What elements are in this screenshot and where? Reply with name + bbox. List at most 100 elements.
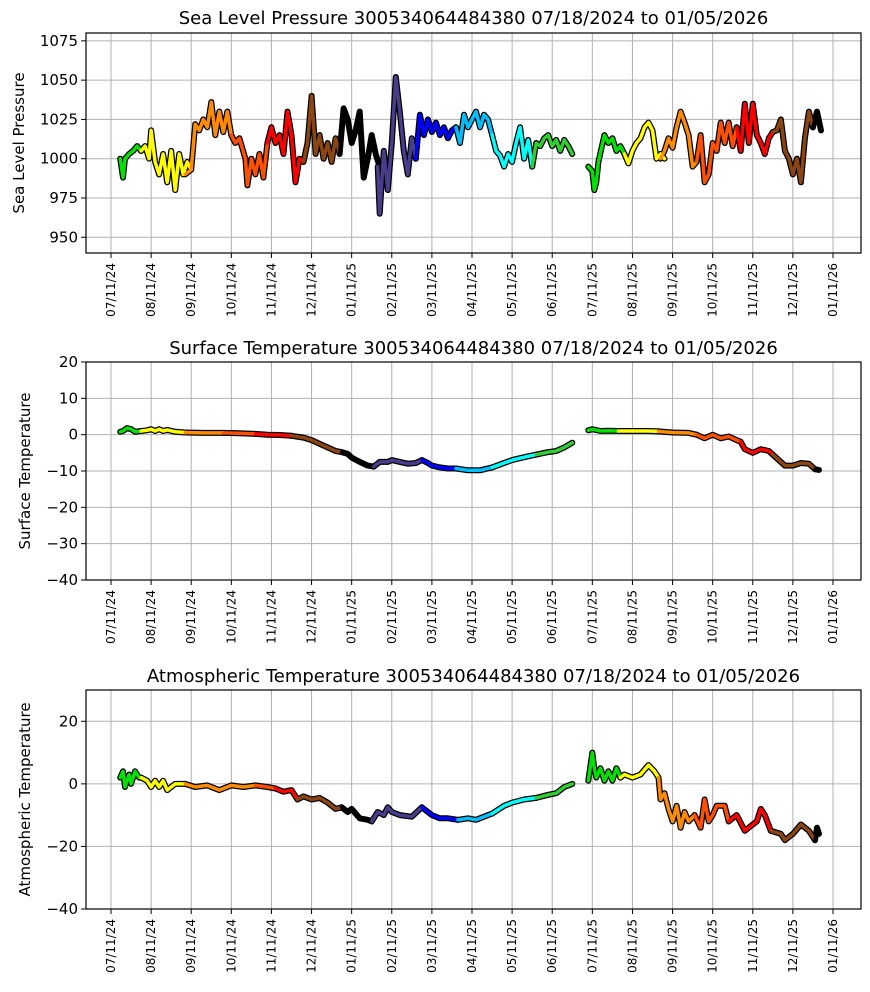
series-line-jan-2026 bbox=[811, 109, 823, 133]
x-tick-label: 06/11/25 bbox=[545, 263, 559, 317]
series-line-oct-2025 bbox=[692, 797, 731, 830]
y-tick-label: 10 bbox=[59, 389, 78, 407]
x-tick-label: 04/11/25 bbox=[465, 919, 479, 973]
series-line-mar-2025 bbox=[420, 458, 458, 471]
x-tick-label: 02/11/25 bbox=[385, 590, 399, 644]
series-line-dec-2024 bbox=[301, 94, 342, 164]
series-line-aug-2024 bbox=[139, 427, 187, 435]
x-tick-label: 12/11/25 bbox=[786, 919, 800, 973]
series-line-may-2025 bbox=[490, 125, 534, 169]
series-line-aug-2025 bbox=[618, 763, 661, 780]
series-line-oct-2024 bbox=[253, 783, 278, 791]
x-tick-label: 03/11/25 bbox=[425, 590, 439, 644]
x-tick-label: 02/11/25 bbox=[385, 263, 399, 317]
y-tick-label: 1075 bbox=[40, 32, 78, 50]
series-line-may-2025 bbox=[490, 452, 538, 470]
x-tick-label: 08/11/24 bbox=[144, 919, 158, 973]
series-line-mar-2025 bbox=[420, 805, 460, 822]
axes-frame bbox=[85, 32, 862, 254]
series-line-jun-2025 bbox=[530, 133, 575, 169]
x-tick-label: 10/11/24 bbox=[224, 919, 238, 973]
axes-frame bbox=[85, 689, 862, 910]
y-tick-label: 975 bbox=[49, 189, 78, 207]
subplot-1: 950 975 1000 1025 1050 1075 07/11/24 08/11/24 09… bbox=[10, 8, 862, 317]
series-line-feb-2025 bbox=[369, 805, 424, 824]
series-line-feb-2025 bbox=[371, 458, 424, 469]
subplot-2: −40 −30 −20 −10 0 10 20 07/11/24 08/11/24 09/11/2… bbox=[16, 338, 862, 644]
x-tick-label: 07/11/24 bbox=[104, 590, 118, 644]
y-tick-label: 0 bbox=[68, 426, 78, 444]
series-line-apr-2025 bbox=[456, 811, 494, 822]
x-tick-label: 12/11/25 bbox=[786, 590, 800, 644]
series-line-aug-2024 bbox=[139, 128, 193, 192]
x-tick-label: 01/11/25 bbox=[345, 263, 359, 317]
series-line-jan-2026 bbox=[813, 825, 821, 842]
series-line-sep-2025 bbox=[658, 109, 699, 169]
x-tick-label: 02/11/25 bbox=[385, 919, 399, 973]
x-tick-label: 07/11/25 bbox=[585, 263, 599, 317]
series-line-may-2025 bbox=[490, 796, 538, 816]
x-tick-label: 11/11/24 bbox=[264, 263, 278, 317]
x-tick-label: 07/11/25 bbox=[585, 919, 599, 973]
x-tick-label: 10/11/24 bbox=[224, 263, 238, 317]
x-tick-label: 10/11/24 bbox=[224, 590, 238, 644]
series-line-nov-2024 bbox=[265, 109, 306, 185]
x-tick-label: 01/11/26 bbox=[826, 263, 840, 317]
series-line-jul-2024 bbox=[118, 144, 143, 180]
x-tick-label: 05/11/25 bbox=[505, 590, 519, 644]
y-tick-label: −10 bbox=[46, 462, 78, 480]
series-line-jun-2025 bbox=[534, 782, 575, 800]
x-tick-label: 06/11/25 bbox=[545, 919, 559, 973]
series-line-jan-2025 bbox=[339, 450, 376, 469]
x-tick-label: 11/11/25 bbox=[746, 590, 760, 644]
x-tick-label: 01/11/26 bbox=[826, 919, 840, 973]
x-tick-label: 01/11/26 bbox=[826, 590, 840, 644]
y-tick-label: 20 bbox=[59, 353, 78, 371]
series-line-dec-2025 bbox=[769, 822, 817, 842]
x-tick-label: 09/11/25 bbox=[666, 590, 680, 644]
y-axis-label: Sea Level Pressure bbox=[10, 72, 28, 213]
chart-title: Surface Temperature 300534064484380 07/1… bbox=[169, 338, 778, 359]
series-line-nov-2025 bbox=[734, 101, 775, 156]
series-line-aug-2025 bbox=[622, 120, 667, 166]
series-line-jul-2025 bbox=[586, 750, 623, 783]
x-tick-label: 09/11/24 bbox=[184, 919, 198, 973]
series-line-jan-2026 bbox=[813, 467, 821, 472]
subplot-3: −40 −20 0 20 07/11/24 08/11/24 09/11/24 10/11/2… bbox=[16, 666, 862, 973]
y-tick-label: 0 bbox=[68, 775, 78, 793]
y-tick-label: −20 bbox=[46, 837, 78, 855]
x-tick-label: 10/11/25 bbox=[706, 590, 720, 644]
x-tick-label: 05/11/25 bbox=[505, 263, 519, 317]
y-tick-label: 20 bbox=[59, 712, 78, 730]
series-line-oct-2024 bbox=[221, 431, 258, 436]
x-tick-label: 12/11/25 bbox=[786, 263, 800, 317]
x-tick-label: 08/11/25 bbox=[625, 263, 639, 317]
x-tick-label: 06/11/25 bbox=[545, 590, 559, 644]
y-tick-label: 1025 bbox=[40, 110, 78, 128]
y-tick-label: 1000 bbox=[40, 150, 78, 168]
x-tick-label: 09/11/24 bbox=[184, 263, 198, 317]
series-line-sep-2024 bbox=[183, 782, 258, 792]
series-line-jan-2025 bbox=[339, 805, 374, 824]
x-tick-label: 10/11/25 bbox=[706, 919, 720, 973]
series-line-jul-2025 bbox=[586, 427, 621, 433]
x-tick-label: 11/11/25 bbox=[746, 263, 760, 317]
y-tick-label: −20 bbox=[46, 498, 78, 516]
series-line-nov-2025 bbox=[726, 807, 773, 833]
x-tick-label: 08/11/25 bbox=[625, 919, 639, 973]
x-tick-label: 07/11/24 bbox=[104, 263, 118, 317]
series-line-dec-2024 bbox=[295, 794, 344, 811]
x-tick-label: 04/11/25 bbox=[465, 263, 479, 317]
y-axis-label: Atmospheric Temperature bbox=[16, 702, 34, 896]
x-tick-label: 12/11/24 bbox=[305, 263, 319, 317]
x-tick-label: 09/11/24 bbox=[184, 590, 198, 644]
x-tick-label: 12/11/24 bbox=[305, 590, 319, 644]
x-tick-label: 08/11/25 bbox=[625, 590, 639, 644]
x-tick-label: 05/11/25 bbox=[505, 919, 519, 973]
series-line-jul-2024 bbox=[118, 769, 143, 789]
y-tick-label: −30 bbox=[46, 535, 78, 553]
series-line-apr-2025 bbox=[454, 109, 494, 145]
y-tick-label: 1050 bbox=[40, 71, 78, 89]
y-tick-label: 950 bbox=[49, 228, 78, 246]
